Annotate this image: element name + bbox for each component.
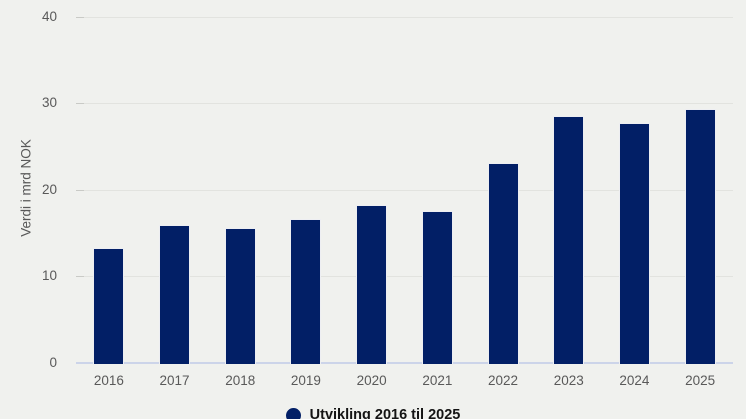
bar-2021[interactable] xyxy=(421,211,453,364)
x-axis-label-2022: 2022 xyxy=(488,373,519,388)
y-axis-tick xyxy=(76,276,84,278)
y-axis-tick-label: 40 xyxy=(41,9,57,24)
bar-2020[interactable] xyxy=(356,205,388,364)
gridline xyxy=(76,189,733,191)
y-axis-tick-label: 0 xyxy=(49,354,57,370)
y-axis-tick-label: 30 xyxy=(41,95,57,111)
bar-2019[interactable] xyxy=(290,219,322,364)
bar-2024[interactable] xyxy=(618,123,650,364)
legend[interactable]: Utvikling 2016 til 2025 xyxy=(0,407,746,419)
gridline xyxy=(76,103,733,105)
y-axis-tick-label: 10 xyxy=(41,268,57,284)
x-axis-label-2018: 2018 xyxy=(225,373,256,388)
bar-2017[interactable] xyxy=(159,225,191,364)
x-axis-label-2020: 2020 xyxy=(356,373,387,388)
legend-label: Utvikling 2016 til 2025 xyxy=(309,407,461,419)
x-axis-label-2019: 2019 xyxy=(290,373,321,388)
bar-2025[interactable] xyxy=(684,108,716,364)
bar-2022[interactable] xyxy=(487,162,519,364)
bar-2023[interactable] xyxy=(553,116,585,364)
y-axis-tick-label: 20 xyxy=(41,181,57,197)
x-axis-label-2025: 2025 xyxy=(685,373,716,388)
gridline xyxy=(76,276,733,278)
x-axis-label-2021: 2021 xyxy=(422,373,453,388)
x-axis-label-2024: 2024 xyxy=(619,373,650,388)
x-axis-label-2017: 2017 xyxy=(159,373,190,388)
gridline xyxy=(76,17,733,18)
bar-2016[interactable] xyxy=(93,247,125,364)
y-axis-tick xyxy=(76,189,84,191)
legend-marker-icon xyxy=(285,408,301,419)
x-axis-label-2016: 2016 xyxy=(93,373,124,388)
y-axis-tick xyxy=(76,17,84,18)
y-axis-tick xyxy=(76,103,84,105)
x-axis-label-2023: 2023 xyxy=(553,373,584,388)
x-axis-line xyxy=(76,362,733,364)
bar-2018[interactable] xyxy=(224,227,256,364)
